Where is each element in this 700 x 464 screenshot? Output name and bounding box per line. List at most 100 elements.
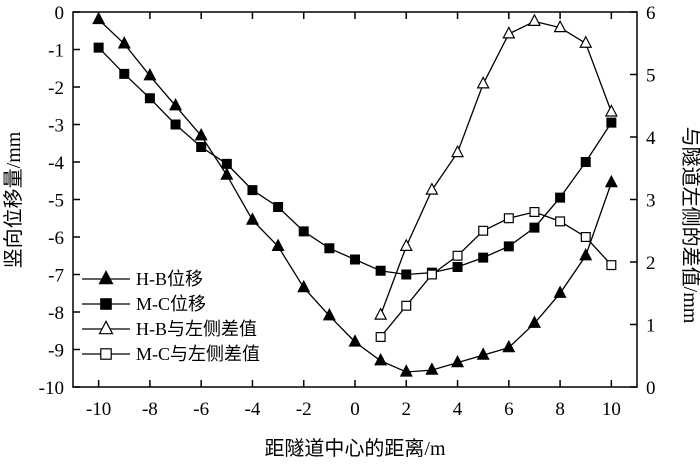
y-axis-left-label: 竖向位移量/mm xyxy=(2,131,25,268)
legend-label: H-B位移 xyxy=(136,269,203,289)
data-point xyxy=(93,42,104,53)
series xyxy=(375,207,617,343)
legend-item: H-B与左侧差值 xyxy=(82,319,257,339)
data-point xyxy=(527,13,541,26)
y-left-tick-label: -9 xyxy=(48,341,64,362)
x-tick-label: -2 xyxy=(296,399,312,420)
x-tick-label: -10 xyxy=(86,399,111,420)
series-layer xyxy=(92,11,618,377)
legend-item: M-C与左侧差值 xyxy=(82,344,260,364)
data-point xyxy=(144,93,155,104)
x-tick-label: 8 xyxy=(555,399,565,420)
data-point xyxy=(169,97,183,111)
legend-item: H-B位移 xyxy=(82,269,203,289)
y-right-tick-label: 5 xyxy=(646,66,656,87)
legend-marker xyxy=(100,348,112,360)
data-point xyxy=(529,207,540,218)
series xyxy=(92,11,618,377)
data-point xyxy=(502,26,516,39)
series-line xyxy=(379,20,613,316)
data-point xyxy=(478,252,489,263)
legend-label: M-C与左侧差值 xyxy=(136,344,260,364)
y-left-tick-label: -7 xyxy=(48,266,64,287)
data-point xyxy=(143,67,157,81)
legend-marker xyxy=(98,270,114,285)
data-point xyxy=(399,364,413,377)
data-point xyxy=(324,243,335,254)
y-right-tick-label: 0 xyxy=(646,378,656,399)
y-right-tick-label: 3 xyxy=(646,191,656,212)
y-right-tick-label: 1 xyxy=(646,316,656,337)
y-left-tick-label: -3 xyxy=(48,116,64,137)
data-point xyxy=(425,362,439,375)
data-point xyxy=(604,104,618,117)
y-left-tick-label: 0 xyxy=(55,3,65,24)
data-point xyxy=(194,127,208,141)
data-point xyxy=(604,174,618,188)
series xyxy=(93,42,617,280)
y-right-tick-label: 4 xyxy=(646,128,656,149)
data-point xyxy=(273,202,284,213)
legend: H-B位移 M-C位移 H-B与左侧差值 M-C与左侧差值 xyxy=(82,269,260,364)
data-point xyxy=(553,19,567,33)
data-point xyxy=(451,144,465,158)
data-point xyxy=(220,167,234,180)
series-line xyxy=(98,47,612,276)
legend-label: M-C位移 xyxy=(136,294,206,314)
data-point xyxy=(425,182,439,195)
ticks-layer: -10 -8 -6 -4 -2 0 2 4 6 8 100-1-2-3-4-5-6-7-8-9-10… xyxy=(39,3,656,420)
x-axis-label: 距隧道中心的距离/m xyxy=(264,437,446,460)
data-point xyxy=(451,354,465,368)
data-point xyxy=(555,216,566,227)
data-point xyxy=(452,250,463,261)
data-point xyxy=(297,279,311,293)
legend-label: H-B与左侧差值 xyxy=(136,319,257,339)
x-tick-label: 6 xyxy=(504,399,514,420)
data-point xyxy=(271,238,285,251)
data-point xyxy=(478,225,489,236)
data-point xyxy=(401,269,412,280)
data-point xyxy=(503,213,514,224)
legend-marker xyxy=(100,298,112,310)
data-point xyxy=(298,226,309,237)
data-point xyxy=(348,334,362,347)
x-tick-label: 10 xyxy=(602,399,621,420)
x-tick-label: -6 xyxy=(193,399,209,420)
y-left-tick-label: -6 xyxy=(48,228,64,249)
y-left-tick-label: -5 xyxy=(48,191,64,212)
data-point xyxy=(580,232,591,243)
data-point xyxy=(555,192,566,203)
data-point xyxy=(221,158,232,169)
series xyxy=(374,13,618,320)
data-point xyxy=(117,36,131,49)
data-point xyxy=(452,262,463,273)
legend-marker xyxy=(98,320,114,335)
data-point xyxy=(247,185,258,196)
y-right-tick-label: 2 xyxy=(646,253,656,274)
data-point xyxy=(579,247,593,261)
data-point xyxy=(606,117,617,128)
y-left-tick-label: -1 xyxy=(48,41,64,62)
data-point xyxy=(375,265,386,276)
y-left-tick-label: -4 xyxy=(48,153,64,174)
y-right-tick-label: 6 xyxy=(646,3,656,24)
data-point xyxy=(529,222,540,233)
data-point xyxy=(350,254,361,265)
data-point xyxy=(374,307,388,320)
y-left-tick-label: -8 xyxy=(48,303,64,324)
x-tick-label: 2 xyxy=(402,399,412,420)
data-point xyxy=(196,142,207,153)
data-point xyxy=(553,285,567,298)
data-point xyxy=(527,315,541,328)
legend-item: M-C位移 xyxy=(82,294,206,314)
data-point xyxy=(322,307,336,321)
data-point xyxy=(476,76,490,89)
data-point xyxy=(245,212,259,225)
data-point xyxy=(579,35,593,48)
data-point xyxy=(426,269,437,280)
x-tick-label: 4 xyxy=(453,399,463,420)
series-line xyxy=(380,211,612,338)
data-point xyxy=(119,68,130,79)
data-point xyxy=(503,241,514,252)
